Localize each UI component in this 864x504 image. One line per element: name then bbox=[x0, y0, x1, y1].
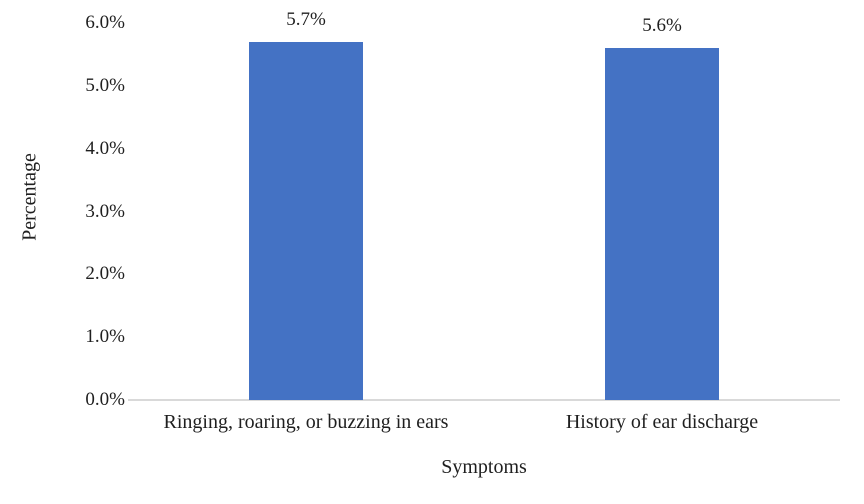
y-axis-title: Percentage bbox=[18, 153, 41, 241]
y-tick-label: 1.0% bbox=[85, 326, 125, 348]
bar-value-label: 5.6% bbox=[642, 15, 682, 37]
y-tick-label: 3.0% bbox=[85, 200, 125, 222]
category-label: History of ear discharge bbox=[565, 411, 759, 433]
y-tick-label: 4.0% bbox=[85, 137, 125, 159]
bar bbox=[249, 41, 363, 400]
bar-value-label: 5.7% bbox=[286, 8, 326, 30]
y-tick-label: 5.0% bbox=[85, 74, 125, 96]
y-tick-label: 0.0% bbox=[85, 389, 125, 410]
category-label: Ringing, roaring, or buzzing in ears bbox=[163, 411, 449, 433]
y-tick-label: 2.0% bbox=[85, 263, 125, 285]
x-axis-line bbox=[128, 399, 840, 401]
bar bbox=[605, 48, 719, 400]
x-axis-title: Symptoms bbox=[441, 456, 527, 478]
y-tick-label: 6.0% bbox=[85, 12, 125, 33]
